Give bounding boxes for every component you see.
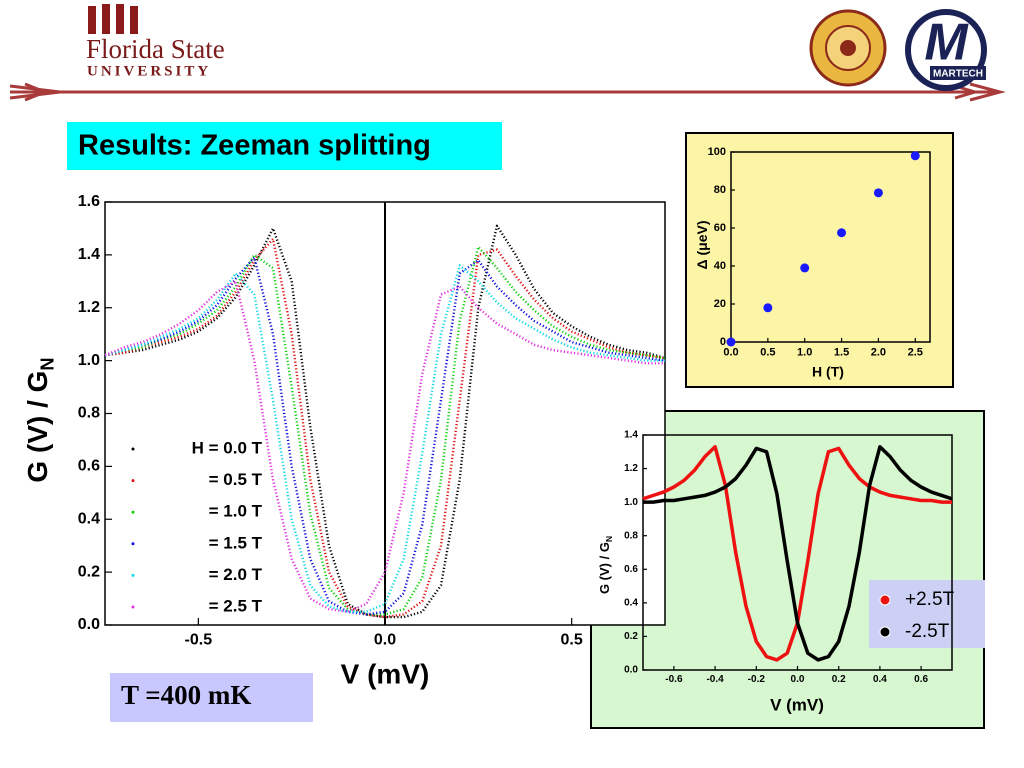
x-tick-label: 1.5: [834, 346, 849, 358]
torch: [130, 6, 138, 34]
data-point: [837, 228, 847, 238]
y-tick-label: 1.0: [624, 497, 638, 508]
x-tick-label: -0.5: [185, 631, 213, 648]
x-tick-label: -0.4: [706, 674, 724, 685]
torch: [102, 4, 110, 34]
plot-area: [730, 151, 931, 343]
y-tick-label: 1.4: [78, 246, 100, 263]
y-tick-label: 0.8: [624, 530, 638, 541]
legend-marker: [879, 626, 891, 638]
data-point: [910, 151, 920, 161]
logo-letter: M: [924, 14, 969, 72]
torch: [116, 4, 124, 34]
y-tick-label: 0.8: [78, 405, 100, 422]
legend-label: = 0.5 T: [209, 470, 263, 489]
university-name: Florida State: [86, 34, 225, 64]
x-axis-label: V (mV): [770, 695, 824, 714]
legend-label: = 2.0 T: [209, 565, 263, 584]
legend-box: [869, 580, 985, 648]
x-tick-label: 2.5: [908, 346, 923, 358]
data-line: [104, 237, 666, 619]
y-axis-label-text: G (V) / G: [597, 542, 612, 594]
y-tick-label: 60: [714, 222, 726, 234]
y-axis-label: G (V) / GN: [22, 357, 57, 482]
y-tick-label: 1.2: [624, 463, 638, 474]
y-tick-label: 20: [714, 298, 726, 310]
y-axis-label: G (V) / GN: [597, 536, 614, 594]
y-axis-label-text: G (V) / G: [22, 371, 53, 483]
y-tick-label: 0.2: [624, 631, 638, 642]
x-tick-label: 0.5: [760, 346, 775, 358]
legend-marker: [131, 447, 135, 451]
legend-label: = 2.5 T: [209, 596, 263, 615]
x-axis-label: H (T): [812, 364, 844, 380]
x-tick-label: 0.0: [374, 631, 396, 648]
y-tick-label: 1.2: [78, 299, 100, 316]
logo-band: [930, 66, 986, 80]
legend-marker: [131, 542, 135, 546]
torch: [88, 6, 96, 34]
y-tick-label: 0: [720, 336, 726, 348]
x-tick-label: 0.4: [873, 674, 887, 685]
title-box: [67, 122, 502, 170]
fsu-logo: Florida State UNIVERSITY: [86, 4, 225, 79]
university-sub: UNIVERSITY: [87, 63, 211, 79]
temperature-note: T =400 mK: [121, 680, 251, 710]
x-tick-label: 0.0: [791, 674, 805, 685]
y-axis-label: Δ (μeV): [694, 221, 710, 270]
y-tick-label: 0.0: [624, 665, 638, 676]
logo-text: MARTECH: [933, 69, 983, 80]
y-tick-label: 80: [714, 184, 726, 196]
x-tick-label: 2.0: [871, 346, 886, 358]
x-tick-label: -0.6: [665, 674, 683, 685]
y-tick-label: 0.4: [624, 597, 638, 608]
y-tick-label: 0.6: [78, 458, 100, 475]
x-tick-label: 0.5: [561, 631, 583, 648]
y-tick-label: 0.4: [78, 510, 100, 527]
legend-label: = 1.5 T: [209, 533, 263, 552]
legend-marker: [131, 605, 135, 609]
x-tick-label: -0.2: [748, 674, 766, 685]
y-tick-label: 1.6: [78, 193, 100, 210]
legend-label: = 1.0 T: [209, 502, 263, 521]
legend-marker: [131, 479, 135, 483]
x-tick-label: 0.6: [914, 674, 928, 685]
data-point: [726, 337, 736, 347]
y-tick-label: 0.6: [624, 564, 638, 575]
martech-logo: M MARTECH: [905, 9, 987, 91]
arrow-decoration: [9, 82, 1006, 102]
data-point: [800, 263, 810, 273]
data-point: [763, 303, 773, 313]
y-tick-label: 1.4: [624, 430, 638, 441]
y-axis-label-sub: N: [37, 357, 57, 370]
legend-label: H = 0.0 T: [192, 438, 263, 457]
y-tick-label: 0.2: [78, 563, 100, 580]
legend-label: +2.5T: [905, 589, 955, 610]
y-axis-label-text: Δ (μeV): [694, 221, 710, 270]
x-tick-label: 0.2: [832, 674, 846, 685]
x-tick-label: 1.0: [797, 346, 812, 358]
legend-label: -2.5T: [905, 621, 950, 642]
legend-marker: [131, 510, 135, 514]
data-point: [873, 188, 883, 198]
physics-seal: [809, 9, 887, 87]
data-line: [104, 245, 666, 616]
x-tick-label: 0.0: [723, 346, 738, 358]
y-tick-label: 100: [708, 146, 726, 158]
legend-marker: [879, 594, 891, 606]
note-box: [110, 673, 313, 722]
legend-marker: [131, 573, 135, 577]
y-tick-label: 40: [714, 260, 726, 272]
data-line: [104, 280, 665, 613]
y-tick-label: 0.0: [78, 616, 100, 633]
slide-title: Results: Zeeman splitting: [78, 130, 431, 162]
seal-center: [840, 40, 856, 56]
y-tick-label: 1.0: [78, 352, 100, 369]
data-line: [643, 445, 953, 662]
y-axis-label-sub: N: [604, 536, 614, 542]
x-axis-label: V (mV): [341, 658, 430, 689]
